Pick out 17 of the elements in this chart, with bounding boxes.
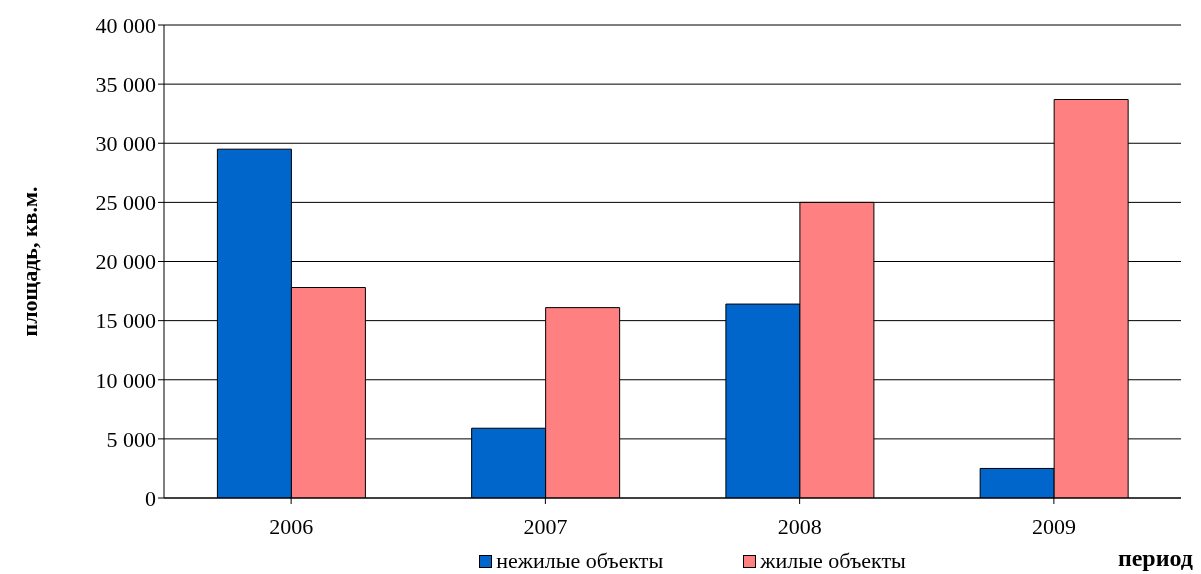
legend-label: жилые объекты — [759, 548, 906, 574]
y-tick-label: 35 000 — [95, 71, 156, 97]
x-axis-title: период — [1117, 545, 1193, 572]
x-tick-label: 2009 — [1031, 513, 1076, 539]
y-tick-label: 5 000 — [106, 426, 156, 452]
y-tick-label: 0 — [145, 485, 156, 511]
y-tick-label: 40 000 — [95, 12, 156, 38]
y-tick-label: 30 000 — [95, 131, 156, 157]
y-tick-label: 20 000 — [95, 249, 156, 275]
x-tick-label: 2007 — [523, 513, 568, 539]
y-axis-title: площадь, кв.м. — [16, 186, 42, 337]
x-tick-label: 2008 — [777, 513, 822, 539]
x-tick-label: 2006 — [269, 513, 314, 539]
y-tick-label: 25 000 — [95, 190, 156, 216]
y-tick-label: 15 000 — [95, 308, 156, 334]
legend-label: нежилые объекты — [495, 548, 664, 574]
y-tick-label: 10 000 — [95, 367, 156, 393]
